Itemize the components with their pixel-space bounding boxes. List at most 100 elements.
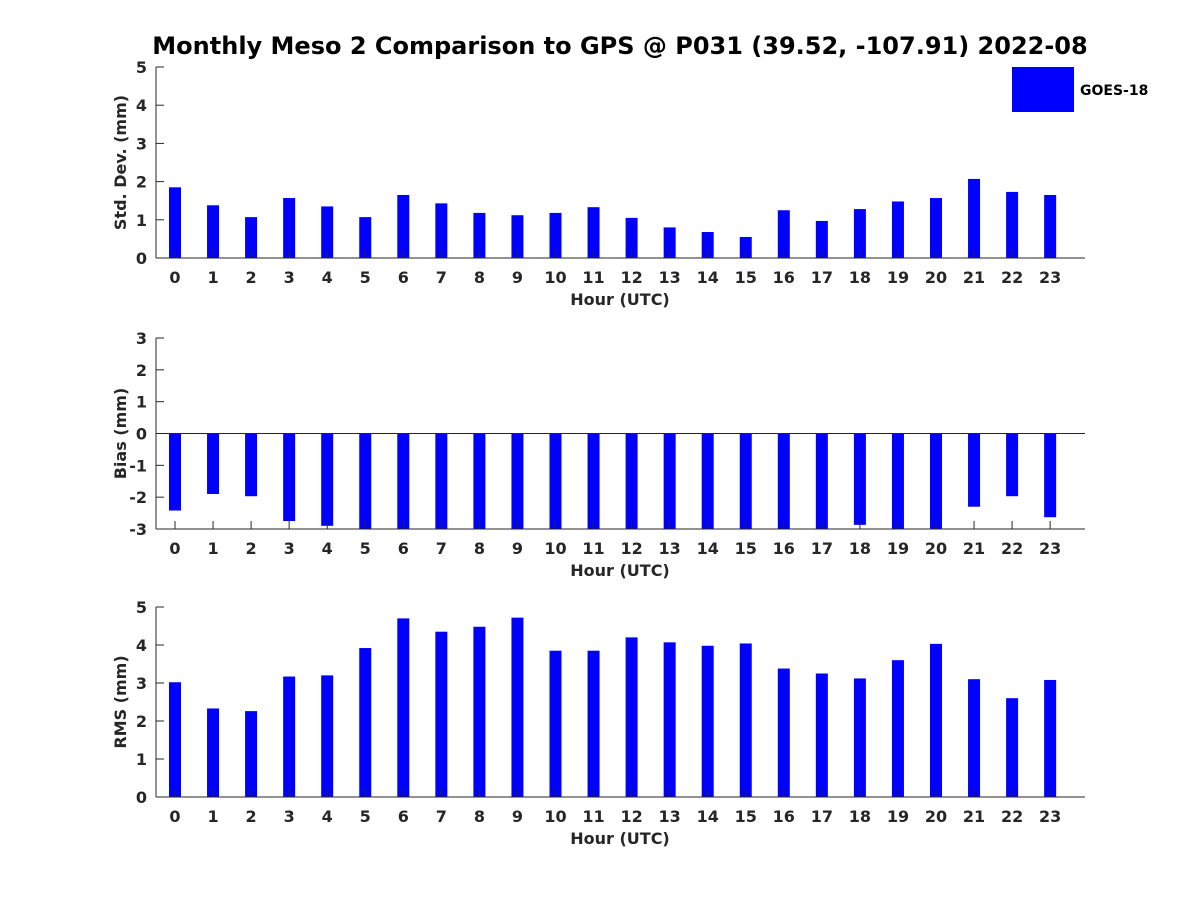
y-tick-label: 3 <box>136 674 147 693</box>
x-tick-label: 4 <box>322 539 333 558</box>
x-tick-label: 13 <box>659 268 681 287</box>
x-tick-label: 19 <box>887 268 909 287</box>
x-tick-label: 10 <box>544 807 566 826</box>
bar <box>815 433 828 529</box>
x-tick-label: 16 <box>773 539 795 558</box>
bar <box>777 668 790 797</box>
bar <box>359 217 372 258</box>
bar <box>435 433 448 529</box>
bar <box>473 433 486 529</box>
x-tick-label: 4 <box>322 268 333 287</box>
x-tick-label: 22 <box>1001 807 1023 826</box>
x-tick-label: 23 <box>1039 807 1061 826</box>
x-tick-label: 2 <box>246 807 257 826</box>
x-tick-label: 11 <box>582 539 604 558</box>
bar <box>625 217 638 258</box>
x-tick-label: 7 <box>436 539 447 558</box>
x-tick-label: 20 <box>925 807 947 826</box>
bar <box>663 227 676 258</box>
x-tick-label: 13 <box>659 807 681 826</box>
x-tick-label: 12 <box>620 807 642 826</box>
bar <box>511 215 524 258</box>
bar <box>891 201 904 258</box>
y-tick-label: 0 <box>136 425 147 444</box>
x-tick-label: 2 <box>246 539 257 558</box>
x-tick-label: 19 <box>887 539 909 558</box>
bar <box>777 210 790 258</box>
bar <box>473 212 486 258</box>
y-tick-label: 5 <box>136 598 147 617</box>
bar <box>321 675 334 797</box>
bar <box>701 232 714 258</box>
bar <box>359 648 372 797</box>
x-tick-label: 20 <box>925 268 947 287</box>
bar <box>549 433 562 529</box>
bar <box>473 626 486 797</box>
x-axis-label: Hour (UTC) <box>570 290 670 309</box>
x-tick-label: 17 <box>811 539 833 558</box>
x-tick-label: 22 <box>1001 539 1023 558</box>
x-tick-label: 20 <box>925 539 947 558</box>
bar <box>930 433 942 529</box>
x-tick-label: 5 <box>360 268 371 287</box>
x-tick-label: 21 <box>963 539 985 558</box>
bar <box>1006 191 1019 258</box>
y-tick-label: -2 <box>129 488 147 507</box>
bar <box>1044 194 1057 258</box>
x-tick-label: 1 <box>207 539 218 558</box>
bar <box>625 637 638 797</box>
bar <box>930 643 942 797</box>
bar <box>169 187 181 258</box>
bar <box>283 676 296 797</box>
bar <box>587 433 600 529</box>
bar <box>283 198 296 258</box>
bar <box>853 433 866 525</box>
x-tick-label: 4 <box>322 807 333 826</box>
bar <box>397 433 410 529</box>
y-tick-label: 2 <box>136 361 147 380</box>
bar <box>739 643 752 797</box>
bar <box>815 673 828 797</box>
bar <box>511 433 524 529</box>
x-tick-label: 10 <box>544 539 566 558</box>
x-tick-label: 6 <box>398 807 409 826</box>
x-tick-label: 15 <box>735 539 757 558</box>
x-tick-label: 8 <box>474 539 485 558</box>
x-tick-label: 15 <box>735 268 757 287</box>
y-tick-label: -3 <box>129 520 147 539</box>
bar <box>815 220 828 258</box>
bar <box>891 660 904 797</box>
x-tick-label: 17 <box>811 268 833 287</box>
x-tick-label: 1 <box>207 268 218 287</box>
bar <box>359 433 372 529</box>
bar <box>397 618 410 797</box>
y-tick-label: 2 <box>136 173 147 192</box>
x-tick-label: 14 <box>697 807 719 826</box>
x-tick-label: 10 <box>544 268 566 287</box>
bar <box>1044 679 1057 797</box>
bar <box>245 433 258 497</box>
bar <box>853 678 866 797</box>
x-tick-label: 21 <box>963 268 985 287</box>
x-tick-label: 5 <box>360 539 371 558</box>
x-tick-label: 18 <box>849 807 871 826</box>
bar <box>169 682 181 797</box>
y-tick-label: 3 <box>136 329 147 348</box>
bar <box>207 433 220 494</box>
y-axis-label: Bias (mm) <box>111 388 130 480</box>
x-tick-label: 0 <box>169 539 180 558</box>
bar <box>701 645 714 797</box>
x-tick-label: 15 <box>735 807 757 826</box>
bar <box>701 433 714 529</box>
bar <box>549 650 562 797</box>
x-tick-label: 16 <box>773 268 795 287</box>
x-tick-label: 2 <box>246 268 257 287</box>
y-axis-label: Std. Dev. (mm) <box>111 95 130 230</box>
x-tick-label: 14 <box>697 539 719 558</box>
x-tick-label: 6 <box>398 268 409 287</box>
bar <box>891 433 904 529</box>
x-tick-label: 18 <box>849 268 871 287</box>
